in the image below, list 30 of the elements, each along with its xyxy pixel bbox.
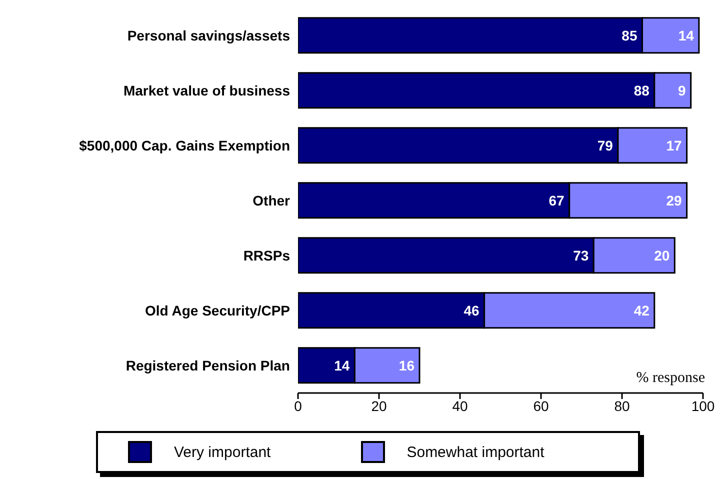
x-tick-label: 100 bbox=[691, 398, 715, 414]
legend-label: Somewhat important bbox=[406, 444, 544, 460]
legend-label: Very important bbox=[174, 444, 271, 460]
data-label: 67 bbox=[548, 192, 565, 208]
x-tick-label: 0 bbox=[294, 398, 302, 414]
x-tick-label: 20 bbox=[371, 398, 387, 414]
x-tick-label: 60 bbox=[533, 398, 549, 414]
x-axis-title: % response bbox=[636, 370, 705, 387]
data-label: 85 bbox=[622, 27, 638, 44]
y-tick-label: $500,000 Cap. Gains Exemption bbox=[79, 137, 290, 154]
data-label: 17 bbox=[666, 137, 682, 154]
y-tick-label: Personal savings/assets bbox=[127, 27, 290, 44]
x-tick-label: 40 bbox=[452, 398, 468, 414]
data-label: 9 bbox=[678, 82, 686, 98]
data-label: 16 bbox=[398, 357, 415, 374]
data-label: 20 bbox=[654, 247, 670, 264]
y-tick-label: Registered Pension Plan bbox=[126, 357, 290, 374]
data-label: 73 bbox=[573, 247, 589, 264]
x-tick-label: 80 bbox=[614, 398, 630, 414]
y-tick-label: RRSPs bbox=[243, 247, 290, 264]
data-label: 14 bbox=[678, 27, 694, 44]
data-label: 88 bbox=[634, 82, 650, 98]
y-tick-label: Market value of business bbox=[123, 82, 290, 98]
y-tick-label: Old Age Security/CPP bbox=[145, 302, 290, 318]
data-label: 79 bbox=[597, 137, 614, 154]
data-label: 46 bbox=[464, 302, 480, 318]
y-tick-label: Other bbox=[252, 192, 291, 208]
data-label: 42 bbox=[634, 302, 650, 318]
data-label: 14 bbox=[334, 357, 350, 374]
data-label: 29 bbox=[666, 192, 682, 208]
